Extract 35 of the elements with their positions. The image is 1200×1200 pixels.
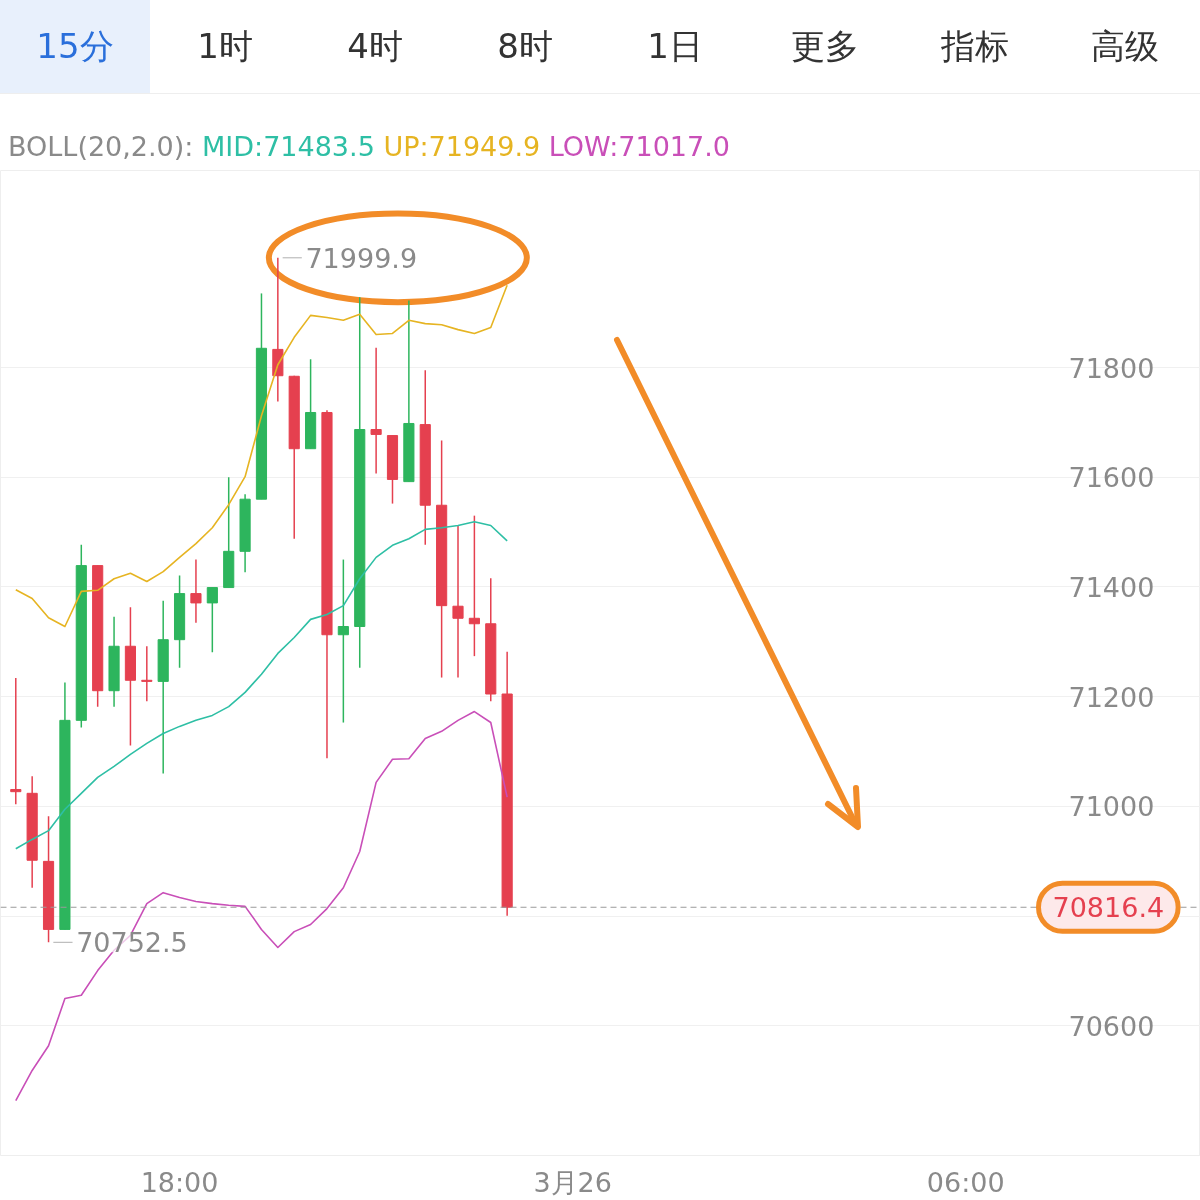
- text: 4时: [346, 25, 404, 68]
- annotation: 71999.9: [305, 242, 418, 274]
- y-tick-label: 71600: [1068, 462, 1155, 494]
- y-tick-label: 71400: [1068, 572, 1155, 603]
- chart-title: BOLL(20,2.0):: [8, 131, 195, 162]
- candlestick: [452, 524, 464, 679]
- text: 1时: [196, 25, 254, 68]
- x-tick-label: 18:00: [140, 1166, 219, 1198]
- text: UP:71949.9: [383, 131, 542, 162]
- text: 15分: [0, 0, 150, 93]
- annotation: 70752.5: [76, 927, 188, 959]
- text: 高级: [1090, 25, 1160, 68]
- line-series: [14, 284, 508, 628]
- candlestick: [468, 514, 480, 657]
- candlestick: [190, 558, 202, 624]
- line-series: [14, 520, 508, 850]
- text: 更多: [790, 25, 860, 68]
- candlestick: [370, 347, 382, 475]
- text: 1日: [646, 25, 704, 68]
- text: 指标: [940, 25, 1010, 68]
- ref-line-label: 70816.4: [1052, 892, 1165, 924]
- y-tick-label: 70600: [1068, 1011, 1155, 1042]
- text: 8时: [496, 25, 554, 68]
- y-tick-label: 71800: [1068, 352, 1155, 384]
- x-tick-label: 06:00: [926, 1166, 1005, 1198]
- candlestick: [10, 677, 22, 806]
- line-series: [14, 710, 508, 1102]
- candlestick: [141, 645, 153, 702]
- text: MID:71483.5: [202, 131, 376, 162]
- x-tick-label: 3月26: [533, 1166, 612, 1198]
- y-tick-label: 71000: [1068, 791, 1155, 823]
- y-tick-label: 71200: [1068, 681, 1155, 713]
- candlestick: [337, 558, 349, 724]
- text: LOW:71017.0: [548, 131, 730, 162]
- candlestick: [206, 586, 218, 654]
